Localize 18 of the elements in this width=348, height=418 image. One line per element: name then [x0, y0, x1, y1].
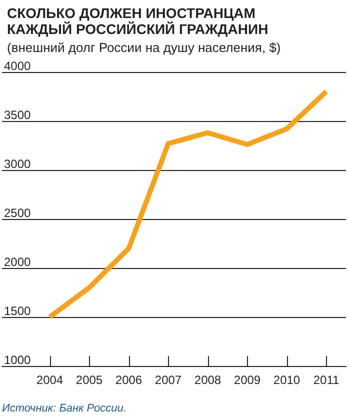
y-tick-label: 3500	[4, 108, 32, 122]
x-tick-label: 2008	[194, 373, 222, 387]
y-tick-label: 1500	[4, 304, 32, 318]
y-tick-label: 3000	[4, 157, 32, 171]
text: Источник: Банк России.	[2, 402, 126, 414]
y-tick-label: 2500	[4, 206, 32, 220]
x-tick-label: 2007	[154, 373, 182, 387]
y-tick-label: 4000	[4, 59, 32, 73]
x-tick-label: 2005	[76, 373, 103, 387]
y-tick-label: 2000	[4, 255, 32, 269]
chart-title: СКОЛЬКО ДОЛЖЕН ИНОСТРАНЦАМ КАЖДЫЙ РОССИЙСКИЙ ГРАЖДАНИН	[7, 5, 268, 37]
x-tick-label: 2006	[115, 373, 142, 387]
x-tick-label: 2004	[36, 373, 64, 387]
x-tick-label: 2009	[234, 373, 261, 387]
x-tick-label: 2010	[273, 373, 300, 387]
chart-subtitle: (внешний долг России на душу населения, $)	[7, 40, 281, 55]
y-tick-label: 1000	[4, 353, 32, 367]
x-tick-label: 2011	[313, 373, 340, 387]
